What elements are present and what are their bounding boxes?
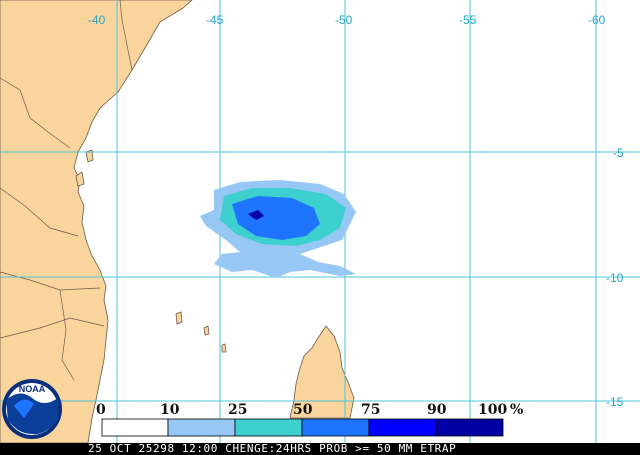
state-borders	[0, 0, 133, 381]
large-island	[289, 325, 355, 419]
legend-unit: %	[510, 402, 523, 418]
logo-text: NOAA	[19, 384, 46, 394]
legend-swatch-90-100	[435, 418, 504, 437]
legend-level: 75	[361, 402, 380, 418]
probability-field	[200, 180, 356, 278]
mainland	[0, 0, 193, 444]
legend-level: 25	[228, 402, 247, 418]
lon-label: -55	[459, 13, 477, 27]
lat-label: -15	[606, 395, 624, 409]
graticule	[0, 0, 640, 443]
lon-label: -40	[88, 13, 106, 27]
legend-level: 50	[293, 402, 313, 418]
lat-label: -5	[613, 146, 624, 160]
island	[85, 149, 94, 163]
lat-label: -10	[606, 271, 624, 285]
legend-swatch-0-10	[101, 418, 169, 437]
legend-swatch-75-90	[368, 418, 437, 437]
island	[75, 171, 85, 187]
island	[175, 311, 183, 325]
island	[221, 343, 227, 353]
prob-50-75	[232, 196, 320, 240]
legend-level: 0	[96, 402, 106, 418]
legend-swatch-50-75	[301, 418, 370, 437]
legend-level: 100	[478, 402, 507, 418]
legend-swatch-25-50	[234, 418, 303, 437]
island	[203, 325, 210, 336]
legend-colorbar	[101, 418, 504, 437]
legend-level: 90	[427, 402, 447, 418]
legend-level: 10	[160, 402, 180, 418]
lon-label: -60	[588, 13, 606, 27]
lon-label: -45	[206, 13, 224, 27]
footer-caption: 25 OCT 25298 12:00 CHENGE:24HRS PROB >= …	[0, 443, 640, 455]
legend-swatch-10-25	[167, 418, 236, 437]
prob-90-100	[248, 210, 264, 220]
noaa-logo: NOAA	[2, 379, 62, 439]
lon-label: -50	[335, 13, 353, 27]
